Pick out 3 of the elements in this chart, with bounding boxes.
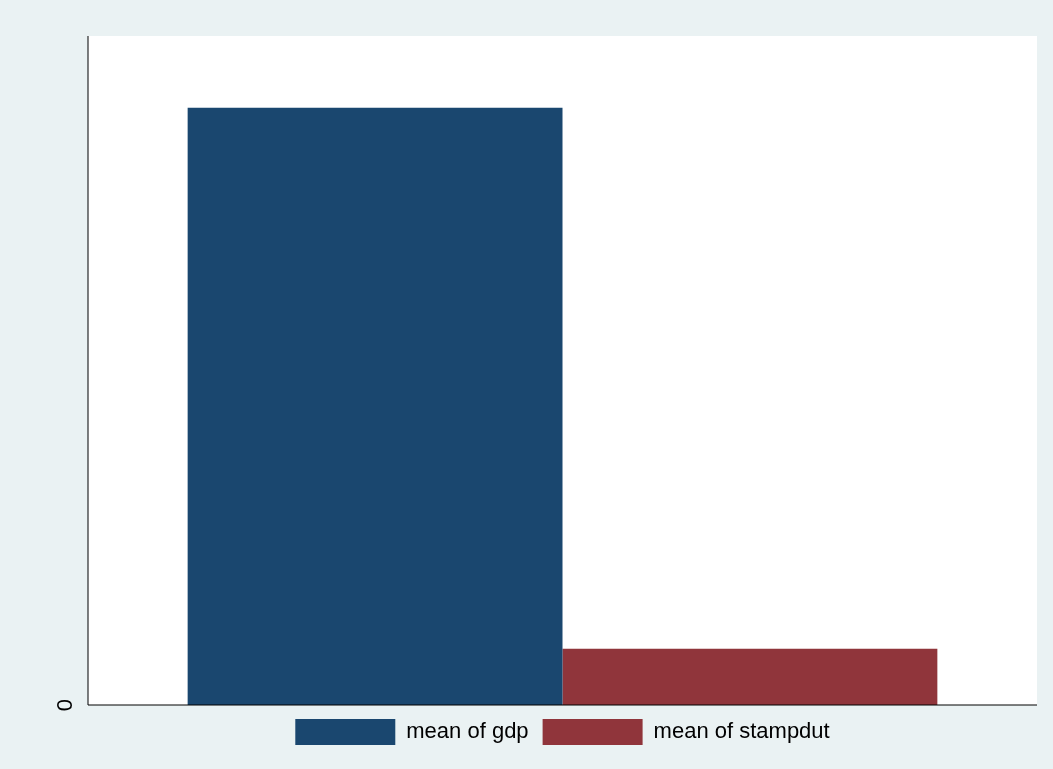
legend-label: mean of stampdut	[653, 718, 830, 744]
text: 0	[52, 698, 78, 712]
legend-label: mean of gdp	[406, 718, 529, 744]
